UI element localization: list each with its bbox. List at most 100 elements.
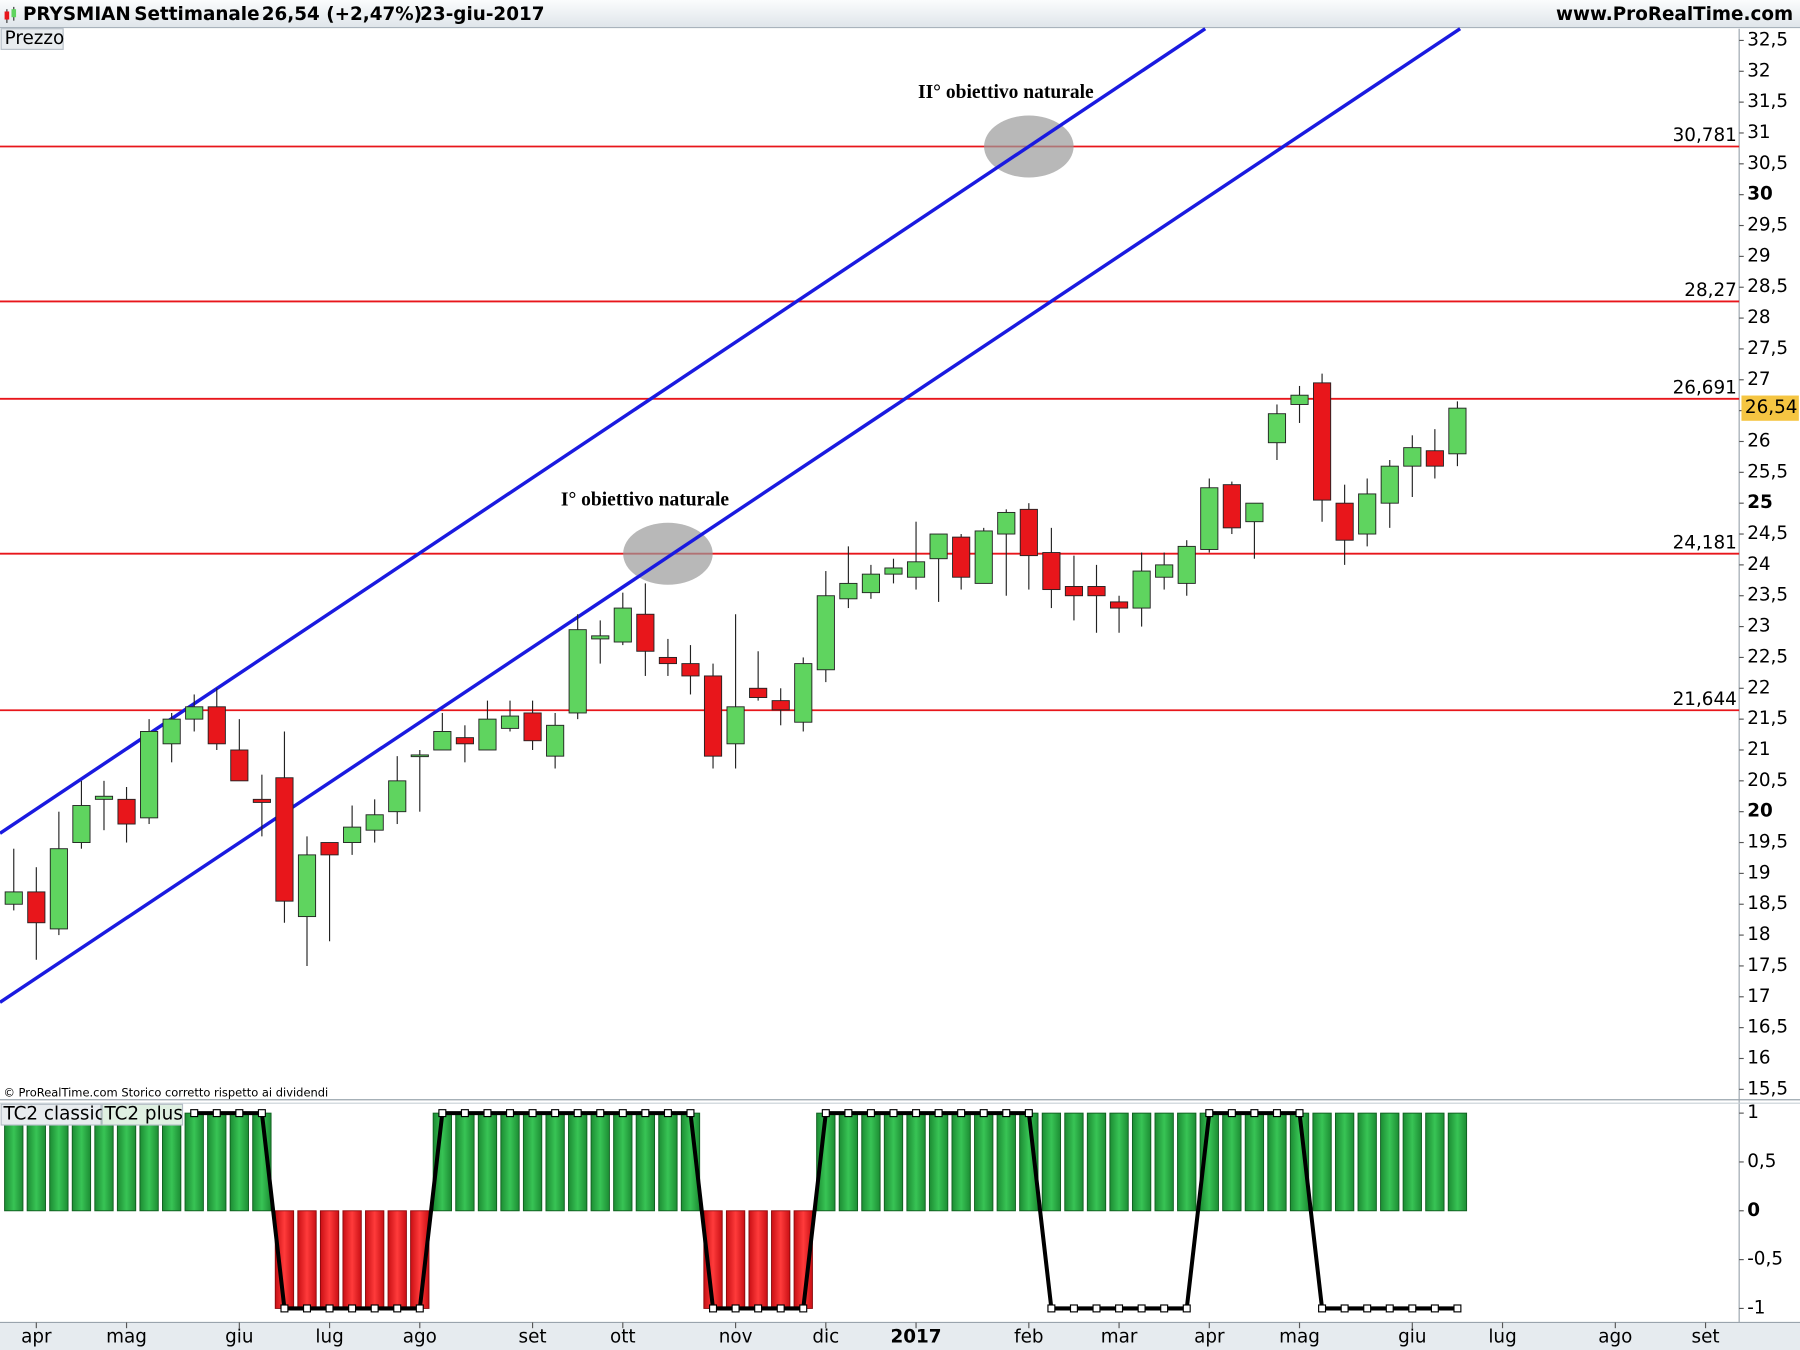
indicator-bar bbox=[545, 1112, 565, 1212]
y-tick-label: 29,5 bbox=[1747, 215, 1788, 236]
indicator-marker bbox=[1024, 1109, 1033, 1118]
indicator-bar bbox=[1267, 1112, 1287, 1212]
x-tick-label: mag bbox=[106, 1326, 147, 1347]
y-tick-label: 21 bbox=[1747, 739, 1770, 760]
indicator-marker bbox=[325, 1304, 334, 1313]
indicator-marker bbox=[1002, 1109, 1011, 1118]
indicator-marker bbox=[979, 1109, 988, 1118]
indicator-marker bbox=[1069, 1304, 1078, 1313]
y-tick-label: 25 bbox=[1747, 492, 1773, 513]
indicator-marker bbox=[866, 1109, 875, 1118]
level-label: 30,781 bbox=[1673, 125, 1737, 146]
y-tick-label: 31,5 bbox=[1747, 91, 1788, 112]
indicator-marker bbox=[348, 1304, 357, 1313]
indicator-marker bbox=[1205, 1109, 1214, 1118]
candle-body bbox=[1425, 450, 1444, 467]
legend-label: TC2 plus bbox=[103, 1104, 182, 1125]
indicator-bar bbox=[1109, 1112, 1129, 1212]
indicator-marker bbox=[618, 1109, 627, 1118]
candle-body bbox=[185, 706, 204, 720]
legend-box bbox=[0, 1103, 102, 1126]
level-label: 24,181 bbox=[1673, 532, 1737, 553]
indicator-marker bbox=[1318, 1304, 1327, 1313]
indicator-bar bbox=[771, 1210, 791, 1309]
x-tick-label: lug bbox=[1488, 1326, 1516, 1347]
x-tick-label: giu bbox=[1398, 1326, 1426, 1347]
indicator-marker bbox=[1182, 1304, 1191, 1313]
candle-body bbox=[140, 731, 159, 819]
indicator-marker bbox=[505, 1109, 515, 1118]
indicator-marker bbox=[280, 1304, 289, 1313]
indicator-bar bbox=[1312, 1112, 1332, 1212]
indicator-bar bbox=[71, 1112, 92, 1212]
indicator-marker bbox=[1227, 1109, 1236, 1118]
indicator-bar bbox=[1447, 1112, 1468, 1212]
indicator-marker bbox=[1115, 1304, 1124, 1313]
y-tick-label: 16 bbox=[1747, 1047, 1770, 1068]
quote: 26,54 (+2,47%) bbox=[262, 4, 422, 25]
candle-body bbox=[207, 706, 226, 745]
indicator-marker bbox=[551, 1109, 560, 1118]
indicator-marker bbox=[957, 1109, 966, 1118]
candle-body bbox=[117, 798, 136, 825]
candle-body bbox=[703, 675, 723, 757]
candle-body bbox=[1087, 586, 1106, 597]
y-tick-label: 31 bbox=[1747, 122, 1770, 143]
level-label: 26,691 bbox=[1673, 378, 1737, 399]
x-tick-label: dic bbox=[812, 1326, 839, 1347]
candle-body bbox=[410, 754, 429, 758]
x-tick-label: 2017 bbox=[890, 1326, 941, 1347]
indicator-bar bbox=[1041, 1112, 1062, 1212]
indicator-bar bbox=[297, 1210, 317, 1309]
date: 23-giu-2017 bbox=[420, 4, 544, 25]
y-tick-label: 23 bbox=[1747, 616, 1770, 637]
trendline bbox=[0, 27, 1462, 1004]
indicator-marker bbox=[235, 1109, 244, 1118]
y-tick-label: 21,5 bbox=[1747, 708, 1788, 729]
indicator-bar bbox=[725, 1210, 746, 1309]
panel-label-box bbox=[0, 28, 64, 50]
y-tick-label: 25,5 bbox=[1747, 461, 1788, 482]
trendline bbox=[0, 27, 1207, 835]
candle-body bbox=[636, 613, 655, 652]
y-tick-label: -1 bbox=[1747, 1297, 1765, 1318]
indicator-marker bbox=[754, 1304, 763, 1313]
indicator-bar bbox=[26, 1112, 46, 1212]
annotation: I° obiettivo naturale bbox=[561, 489, 729, 510]
candle-body bbox=[749, 687, 768, 698]
candle-body bbox=[974, 530, 993, 584]
x-tick-label: apr bbox=[1194, 1326, 1225, 1347]
annotation: II° obiettivo naturale bbox=[918, 82, 1094, 103]
indicator-bar bbox=[928, 1112, 949, 1212]
candle-body bbox=[929, 533, 948, 560]
x-tick-label: apr bbox=[21, 1326, 52, 1347]
candle-body bbox=[1448, 407, 1467, 455]
x-tick-label: mar bbox=[1101, 1326, 1138, 1347]
candle-body bbox=[952, 536, 971, 578]
x-tick-label: ago bbox=[1598, 1326, 1632, 1347]
price-tag-label: 26,54 bbox=[1745, 397, 1798, 418]
candle-body bbox=[1380, 465, 1399, 504]
indicator-bar bbox=[342, 1210, 362, 1309]
indicator-marker bbox=[483, 1109, 492, 1118]
y-tick-label: 17 bbox=[1747, 986, 1770, 1007]
candle-body bbox=[320, 842, 339, 856]
candle-body bbox=[613, 607, 632, 643]
candle-body bbox=[162, 718, 181, 745]
candle-body bbox=[252, 798, 271, 803]
indicator-bar bbox=[229, 1112, 249, 1212]
candle-body bbox=[839, 582, 858, 600]
y-tick-label: 24,5 bbox=[1747, 523, 1788, 544]
y-tick-label: 20,5 bbox=[1747, 770, 1788, 791]
candle-body bbox=[1155, 564, 1174, 578]
y-tick-label: 16,5 bbox=[1747, 1017, 1788, 1038]
logo-icon bbox=[4, 6, 17, 23]
x-tick-label: set bbox=[519, 1326, 547, 1347]
candle-body bbox=[1109, 601, 1129, 609]
y-tick-label: 29 bbox=[1747, 245, 1770, 266]
y-tick-label: 27 bbox=[1747, 369, 1770, 390]
candle-body bbox=[681, 663, 700, 677]
candle-body bbox=[433, 731, 452, 751]
indicator-marker bbox=[573, 1109, 582, 1118]
indicator-marker bbox=[641, 1109, 650, 1118]
